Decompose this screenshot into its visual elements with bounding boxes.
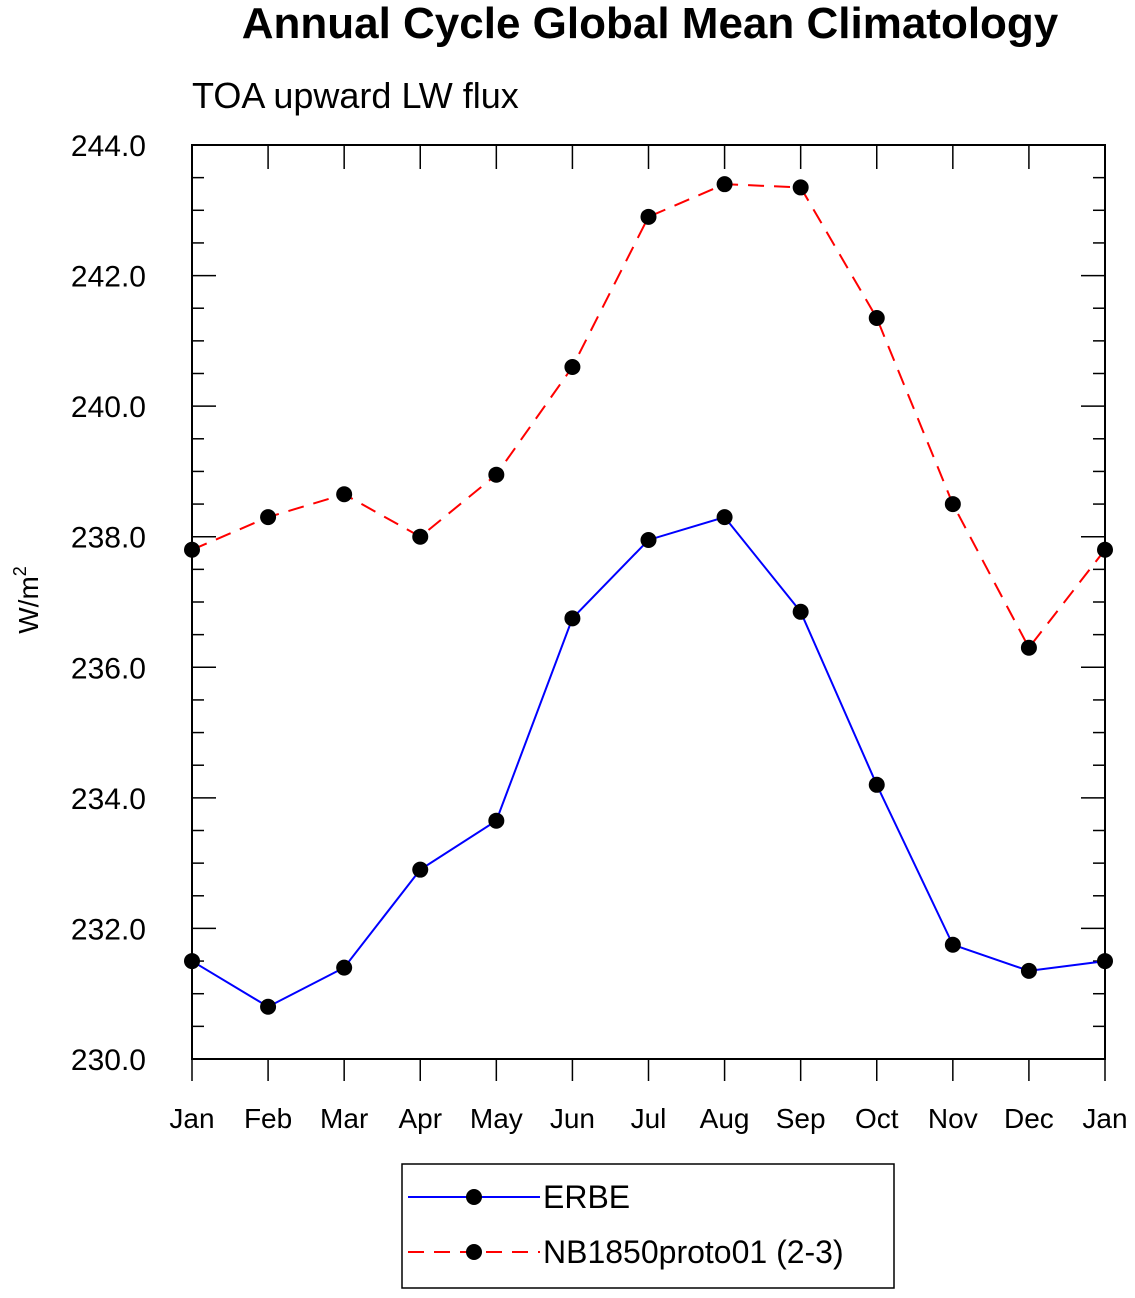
legend-item-nb1850proto01: NB1850proto01 (2-3): [408, 1234, 844, 1270]
data-point-erbe: [564, 610, 581, 627]
data-point-nb1850proto01: [1020, 639, 1037, 656]
x-tick-labels: Jan Feb Mar Apr May Jun Jul Aug Sep Oct Nov Dec Jan: [169, 1103, 1127, 1134]
data-point-erbe: [336, 959, 353, 976]
legend-item-erbe: ERBE: [408, 1179, 630, 1215]
legend-marker-erbe: [466, 1189, 482, 1205]
y-tick-label: 236.0: [71, 652, 146, 685]
y-tick-label: 240.0: [71, 391, 146, 424]
data-point-erbe: [640, 531, 657, 548]
data-point-erbe: [868, 776, 885, 793]
data-point-erbe: [488, 812, 505, 829]
y-tick-label: 244.0: [71, 130, 146, 163]
series-layer: [184, 176, 1113, 1015]
legend-box: [401, 1163, 895, 1289]
data-point-nb1850proto01: [792, 179, 809, 196]
x-tick-label: Feb: [244, 1103, 292, 1134]
chart-subtitle: TOA upward LW flux: [192, 75, 519, 116]
x-tick-label: Oct: [855, 1103, 899, 1134]
x-tick-label: Apr: [398, 1103, 442, 1134]
data-point-nb1850proto01: [640, 208, 657, 225]
chart-title: Annual Cycle Global Mean Climatology: [242, 0, 1059, 48]
y-tick-labels: 244.0 242.0 240.0 238.0 236.0 234.0 232.0 230.0: [71, 130, 146, 1077]
x-tick-label: Nov: [928, 1103, 978, 1134]
y-axis-label-group: W/m2: [10, 566, 44, 634]
y-axis-label-superscript: 2: [10, 566, 30, 576]
x-tick-label: Dec: [1004, 1103, 1054, 1134]
series-line-erbe: [191, 515, 1106, 1008]
series-line-nb1850proto01: [191, 183, 1106, 650]
data-point-nb1850proto01: [868, 310, 885, 327]
x-tick-label: Aug: [700, 1103, 750, 1134]
y-tick-label: 230.0: [71, 1044, 146, 1077]
data-point-nb1850proto01: [488, 466, 505, 483]
x-tick-label: May: [470, 1103, 523, 1134]
x-tick-label: Sep: [776, 1103, 826, 1134]
legend-label-erbe: ERBE: [543, 1179, 630, 1215]
data-point-erbe: [260, 998, 277, 1015]
data-point-nb1850proto01: [336, 486, 353, 503]
x-tick-label: Mar: [320, 1103, 368, 1134]
data-point-nb1850proto01: [564, 358, 581, 375]
legend-label-nb1850proto01: NB1850proto01 (2-3): [543, 1234, 844, 1270]
y-tick-label: 234.0: [71, 783, 146, 816]
y-axis-label: W/m2: [10, 566, 44, 634]
legend-marker-nb1850proto01: [466, 1244, 482, 1260]
data-point-erbe: [944, 936, 961, 953]
y-axis-label-unit: W/m: [13, 576, 44, 634]
axis-ticks: [191, 144, 1106, 1081]
y-tick-label: 242.0: [71, 261, 146, 294]
x-tick-label: Jan: [169, 1103, 214, 1134]
x-tick-label: Jul: [631, 1103, 667, 1134]
x-tick-label: Jan: [1082, 1103, 1127, 1134]
y-tick-label: 238.0: [71, 522, 146, 555]
y-tick-label: 232.0: [71, 913, 146, 946]
data-point-erbe: [412, 861, 429, 878]
x-tick-label: Jun: [550, 1103, 595, 1134]
data-point-nb1850proto01: [260, 509, 277, 526]
data-point-nb1850proto01: [944, 496, 961, 513]
legend: ERBE NB1850proto01 (2-3): [401, 1163, 895, 1289]
data-point-nb1850proto01: [716, 176, 733, 193]
data-point-erbe: [1020, 962, 1037, 979]
plot-frame: [191, 144, 1106, 1060]
data-point-erbe: [716, 509, 733, 526]
data-point-nb1850proto01: [412, 528, 429, 545]
data-point-erbe: [792, 603, 809, 620]
